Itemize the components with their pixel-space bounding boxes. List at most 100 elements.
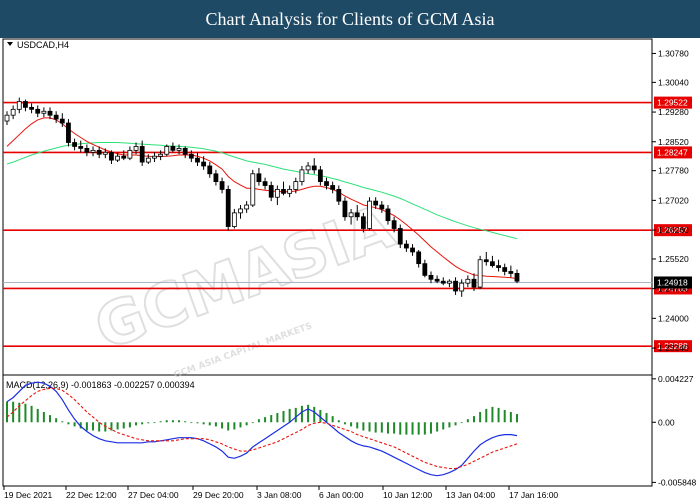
macd-histogram-bar: [221, 422, 224, 429]
candle-body: [225, 189, 231, 227]
macd-histogram-bar: [472, 416, 475, 423]
candle-body: [324, 181, 329, 186]
macd-histogram-bar: [307, 404, 310, 423]
candle-body: [96, 149, 102, 155]
macd-histogram-bar: [98, 422, 101, 432]
candle-body: [90, 149, 96, 153]
macd-histogram-bar: [92, 422, 95, 431]
candle-body: [440, 280, 446, 284]
macd-histogram-bar: [399, 422, 402, 435]
macd-histogram-bar: [208, 422, 211, 426]
macd-histogram-bar: [479, 412, 482, 423]
candle-body: [514, 273, 520, 282]
macd-histogram-bar: [251, 422, 254, 424]
macd-y-tick-label: -0.005848: [658, 477, 697, 487]
candle-body: [47, 110, 53, 116]
candle-body: [348, 212, 354, 218]
candle-body: [188, 153, 194, 159]
macd-histogram-bar: [36, 408, 39, 423]
macd-histogram-bar: [214, 422, 217, 427]
macd-histogram-bar: [128, 422, 131, 428]
candle-body: [207, 165, 213, 175]
macd-histogram-bar: [184, 421, 187, 423]
macd-histogram-bar: [319, 409, 322, 423]
level-label-box: [654, 146, 692, 159]
page-title: Chart Analysis for Clients of GCM Asia: [0, 0, 700, 38]
macd-histogram-bar: [245, 422, 248, 426]
candle-body: [490, 261, 495, 267]
candle-body: [428, 274, 434, 280]
ma-fast-line: [6, 117, 518, 279]
candle-body: [274, 189, 280, 198]
macd-histogram-bar: [368, 422, 371, 432]
chart-frame: [2, 38, 653, 487]
candle-body: [360, 216, 366, 229]
macd-y-tick-label: 0.00: [658, 417, 675, 427]
candle-body: [4, 114, 10, 122]
candle-body: [176, 147, 182, 151]
macd-histogram-bar: [313, 406, 316, 423]
candle-body: [59, 118, 65, 124]
x-tick-label: 29 Dec 20:00: [193, 490, 244, 500]
macd-histogram-bar: [343, 422, 346, 425]
candle-body: [459, 282, 465, 292]
candle-body: [471, 278, 477, 288]
candle-body: [256, 173, 262, 183]
dropdown-triangle-icon[interactable]: [7, 42, 13, 46]
candle-body: [139, 146, 145, 163]
macd-histogram-bar: [239, 422, 242, 428]
candle-body: [53, 114, 59, 120]
candle-body: [72, 142, 77, 147]
candle-body: [78, 146, 84, 149]
candle-body: [502, 267, 508, 272]
candle-body: [287, 189, 293, 194]
candle-body: [508, 271, 514, 274]
macd-histogram-bar: [350, 422, 353, 427]
macd-histogram-bar: [393, 422, 396, 434]
macd-histogram-bar: [442, 422, 445, 430]
candle-body: [391, 220, 397, 229]
macd-histogram-bar: [288, 408, 291, 423]
x-tick-label: 22 Dec 12:00: [66, 490, 117, 500]
level-label: 1.29522: [657, 98, 688, 108]
macd-histogram-bar: [411, 422, 414, 435]
candle-body: [305, 165, 311, 171]
candle-body: [213, 173, 219, 183]
macd-histogram-bar: [264, 417, 267, 423]
candle-body: [397, 228, 403, 245]
candle-body: [102, 151, 108, 155]
macd-histogram-bar: [257, 419, 260, 423]
level-label-box: [654, 224, 692, 237]
candle-body: [336, 189, 342, 202]
macd-histogram-bar: [6, 401, 8, 423]
candle-body: [84, 147, 90, 153]
level-label-box: [654, 96, 692, 109]
level-label-box: [654, 340, 692, 353]
macd-histogram-bar: [30, 405, 33, 423]
symbol-label: USDCAD,H4: [17, 40, 69, 50]
macd-histogram-bar: [466, 419, 469, 423]
candle-body: [66, 122, 71, 143]
macd-histogram-bar: [178, 420, 181, 423]
macd-y-tick-label: 0.004227: [658, 374, 694, 384]
macd-histogram-bar: [386, 422, 389, 434]
macd-histogram-bar: [202, 422, 205, 425]
macd-histogram-bar: [24, 403, 27, 423]
candle-body: [164, 146, 170, 155]
candle-body: [330, 185, 336, 190]
candle-body: [195, 157, 200, 163]
macd-histogram-bar: [122, 422, 125, 429]
candle-body: [447, 280, 452, 284]
y-tick-label: 1.30780: [658, 48, 689, 58]
candle-body: [373, 200, 379, 206]
candle-body: [434, 278, 440, 282]
candle-body: [379, 204, 385, 210]
x-tick-label: 13 Jan 04:00: [446, 490, 495, 500]
candle-body: [35, 108, 41, 114]
candle-body: [416, 251, 422, 265]
macd-histogram-bar: [165, 420, 168, 423]
candle-body: [317, 169, 323, 183]
candle-body: [115, 155, 121, 161]
macd-histogram-bar: [436, 422, 439, 432]
candle-body: [182, 147, 188, 155]
